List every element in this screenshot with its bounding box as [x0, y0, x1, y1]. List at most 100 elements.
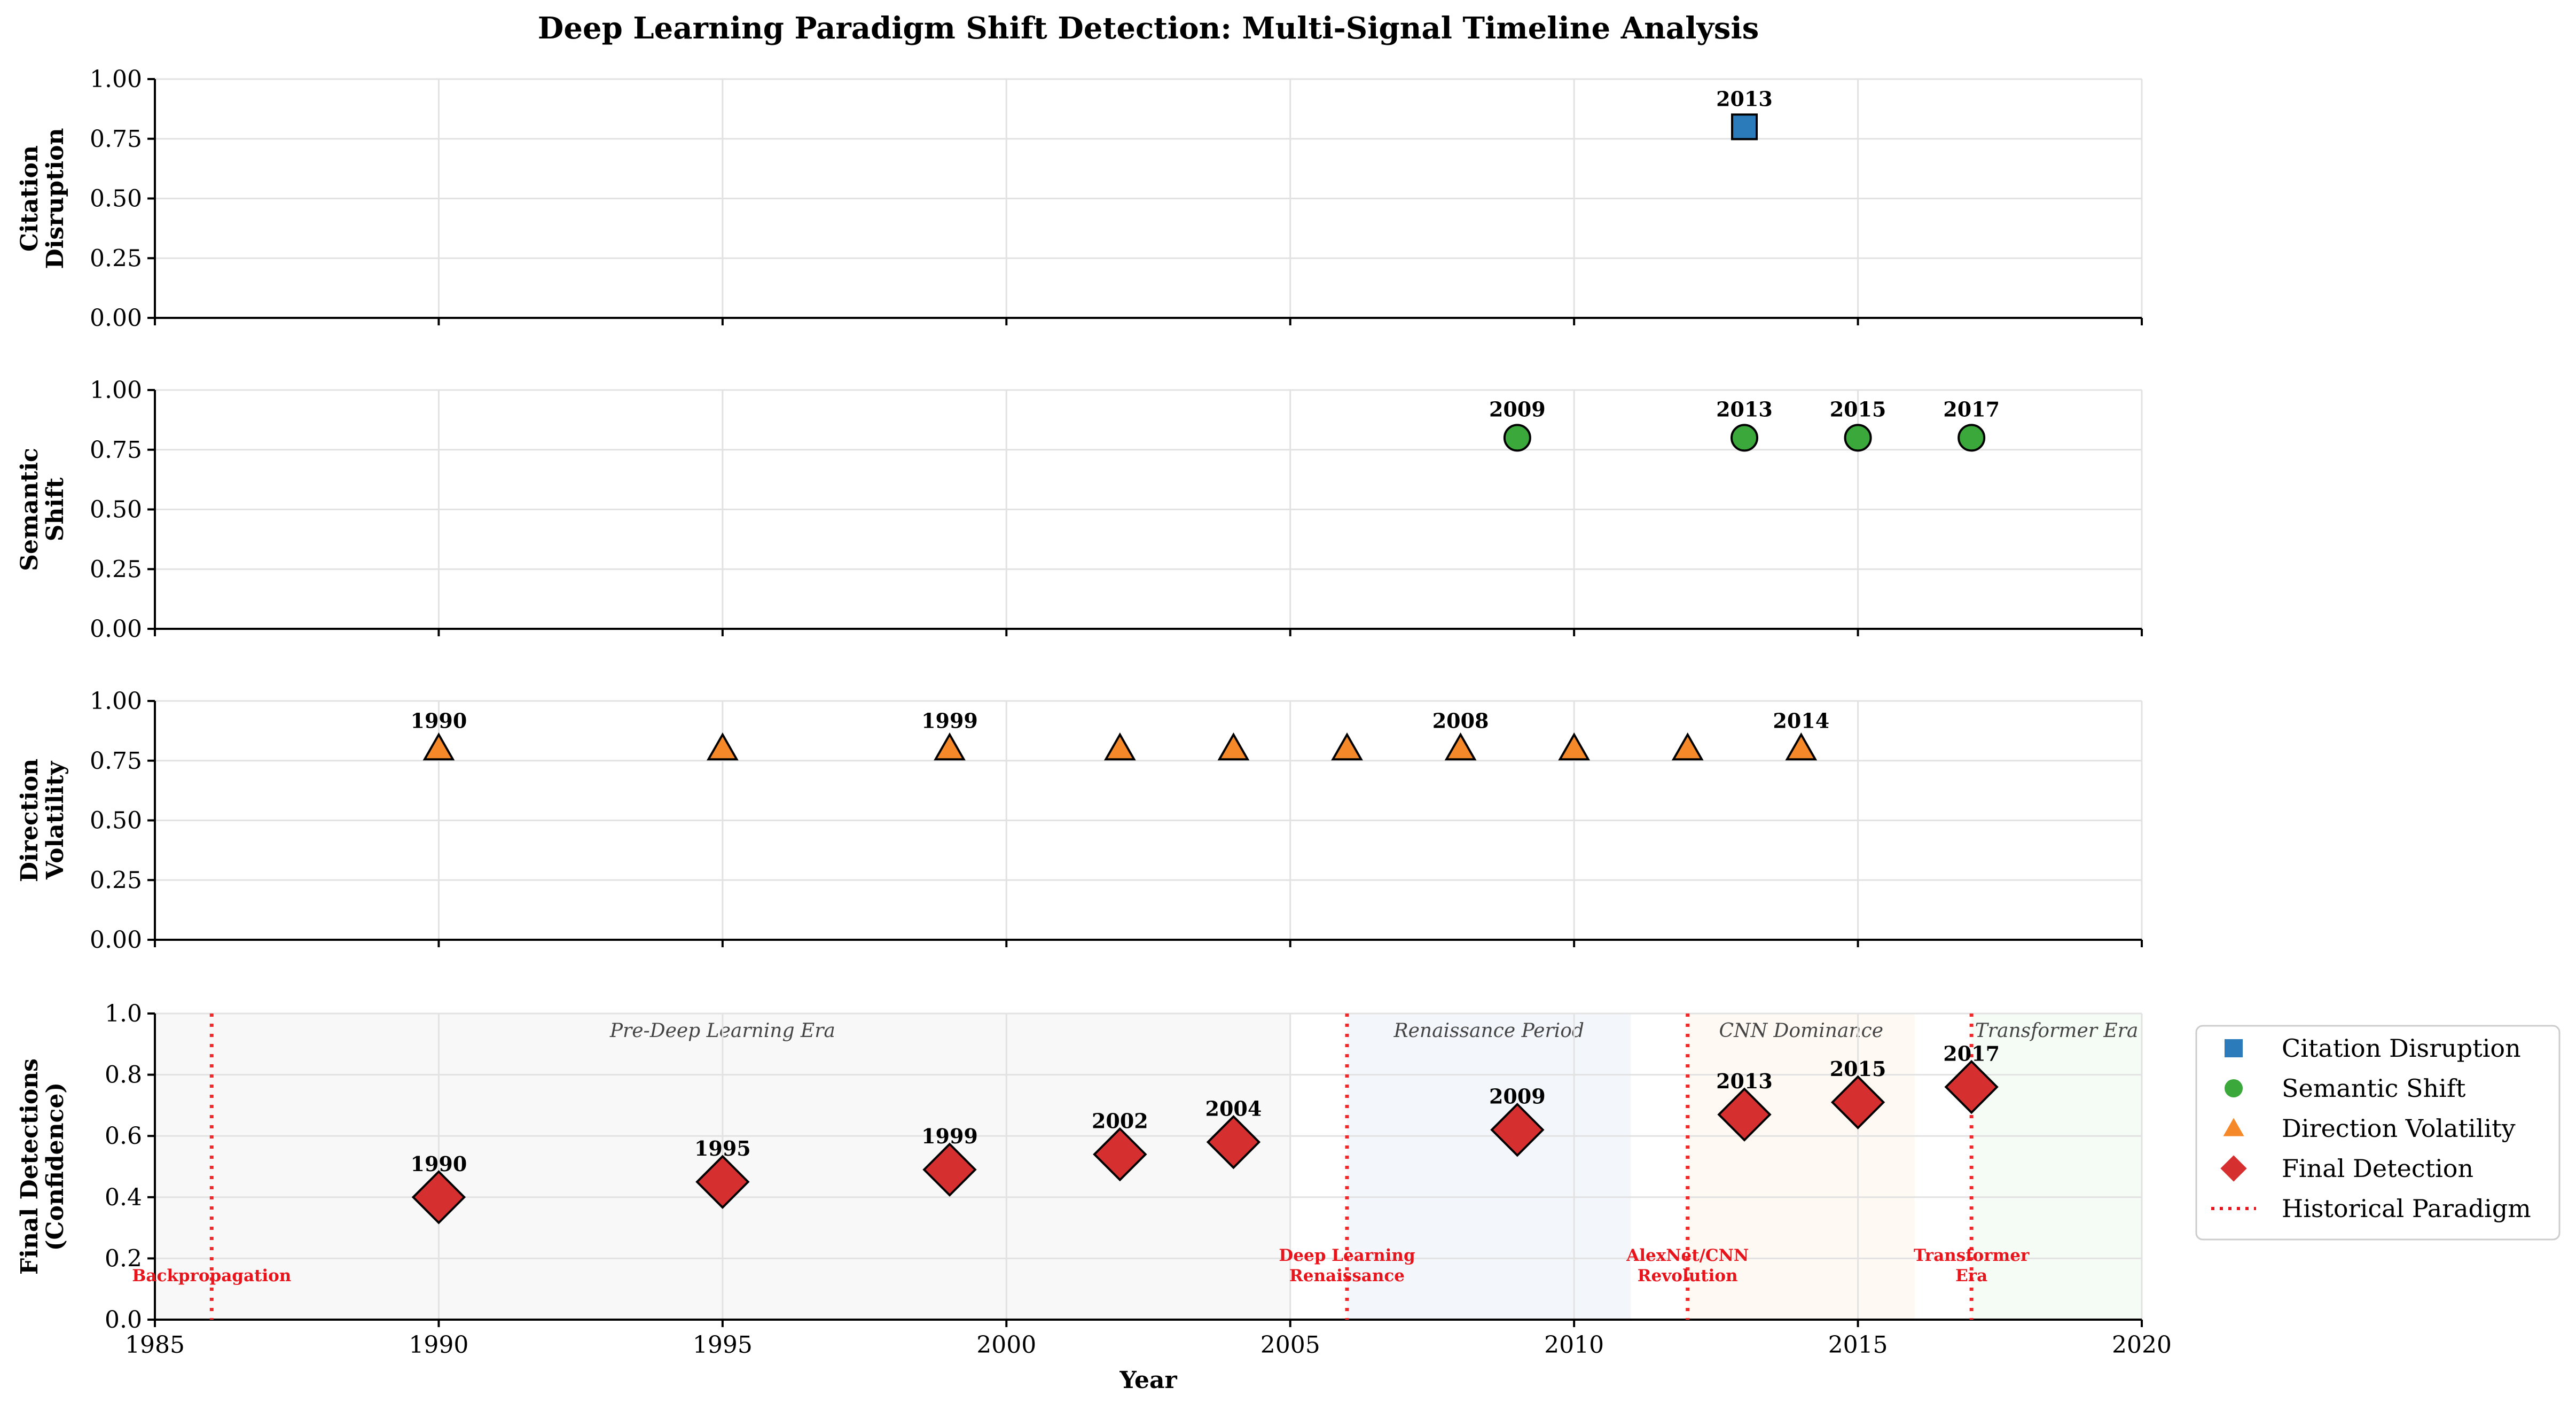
legend-marker-2: [2223, 1118, 2244, 1136]
paradigm-label-3: Transformer Era: [1914, 1246, 2030, 1285]
point-direction-2: [934, 732, 966, 761]
legend-label-0: Citation Disruption: [2282, 1034, 2521, 1063]
point-label-semantic-3: 2017: [1943, 397, 2000, 421]
era-label-1: Renaissance Period: [1393, 1020, 1584, 1042]
paradigm-label-1: Deep Learning Renaissance: [1279, 1246, 1415, 1285]
era-band-3: [1971, 1014, 2142, 1320]
y-tick-label-4: 1.00: [90, 66, 142, 93]
era-label-2: CNN Dominance: [1719, 1020, 1883, 1042]
point-final-1: [695, 1155, 750, 1209]
point-final-2: [922, 1142, 977, 1197]
point-final-8: [1944, 1059, 1999, 1114]
y-tick-label-1: 0.25: [90, 245, 142, 272]
panel-citation: 0.00 0.25 0.50 0.75 1.00 CitationDisruption 20…: [16, 66, 2143, 332]
x-tick-label-4: 2005: [1260, 1331, 1320, 1359]
y-tick-label-4: 0.8: [105, 1062, 142, 1089]
point-direction-9: [1785, 732, 1818, 761]
point-label-direction-2: 1999: [921, 708, 978, 732]
point-final-4: [1206, 1114, 1261, 1170]
point-label-final-4: 2004: [1205, 1097, 1262, 1121]
point-direction-8: [1671, 732, 1704, 761]
paradigm-label-0: Backpropagation: [132, 1266, 291, 1285]
point-final-6: [1717, 1087, 1772, 1142]
y-tick-label-3: 0.75: [90, 747, 142, 775]
y-tick-label-3: 0.75: [90, 436, 142, 464]
point-label-direction-9: 2014: [1773, 708, 1829, 732]
point-citation-0: [1731, 113, 1758, 141]
point-direction-4: [1217, 732, 1250, 761]
point-direction-0: [422, 732, 455, 761]
point-semantic-1: [1731, 424, 1758, 452]
point-direction-3: [1103, 732, 1136, 761]
y-tick-label-2: 0.4: [105, 1184, 142, 1211]
point-label-final-0: 1990: [411, 1152, 467, 1176]
y-tick-label-2: 0.50: [90, 807, 142, 835]
legend-label-1: Semantic Shift: [2282, 1074, 2466, 1103]
point-semantic-2: [1844, 424, 1872, 452]
y-tick-label-3: 0.75: [90, 126, 142, 153]
point-label-final-7: 2015: [1830, 1057, 1886, 1081]
point-direction-7: [1558, 732, 1591, 761]
point-final-0: [411, 1170, 466, 1225]
panel-final: Pre-Deep Learning Era Renaissance Period C…: [16, 1000, 2172, 1394]
y-tick-label-0: 0.00: [90, 615, 142, 643]
point-label-final-2: 1999: [921, 1124, 978, 1148]
legend-box: [2195, 1025, 2561, 1241]
y-axis-label: SemanticShift: [16, 448, 69, 571]
legend-label-4: Historical Paradigm: [2282, 1194, 2531, 1223]
point-final-7: [1830, 1075, 1885, 1129]
point-final-3: [1093, 1127, 1147, 1182]
point-label-final-8: 2017: [1943, 1042, 2000, 1066]
point-label-semantic-0: 2009: [1489, 397, 1546, 421]
point-semantic-0: [1503, 424, 1531, 452]
x-tick-label-0: 1985: [125, 1331, 185, 1359]
point-semantic-3: [1958, 424, 1986, 452]
x-tick-label-2: 1995: [693, 1331, 753, 1359]
point-label-citation-0: 2013: [1716, 87, 1773, 111]
legend-label-2: Direction Volatility: [2282, 1114, 2516, 1143]
legend-marker-1: [2225, 1079, 2243, 1097]
chart-title: Deep Learning Paradigm Shift Detection: …: [538, 11, 1759, 46]
x-tick-label-6: 2015: [1828, 1331, 1888, 1359]
y-tick-label-3: 0.6: [105, 1122, 142, 1150]
point-label-direction-6: 2008: [1432, 708, 1489, 732]
point-direction-1: [706, 732, 739, 761]
y-axis-label: CitationDisruption: [16, 128, 69, 269]
point-label-final-5: 2009: [1489, 1085, 1546, 1109]
y-tick-label-0: 0.0: [105, 1306, 142, 1334]
era-band-1: [1347, 1014, 1631, 1320]
point-label-final-1: 1995: [694, 1136, 751, 1160]
y-tick-label-4: 1.00: [90, 688, 142, 715]
y-tick-label-0: 0.00: [90, 926, 142, 954]
point-final-5: [1490, 1103, 1545, 1157]
point-direction-6: [1444, 732, 1477, 761]
point-label-final-3: 2002: [1092, 1109, 1148, 1133]
legend: Citation Disruption Semantic Shift Directi…: [2195, 1025, 2561, 1241]
x-tick-label-3: 2000: [976, 1331, 1036, 1359]
legend-marker-3: [2220, 1155, 2247, 1182]
point-label-direction-0: 1990: [411, 708, 467, 732]
era-label-3: Transformer Era: [1975, 1020, 2139, 1042]
era-band-2: [1687, 1014, 1915, 1320]
paradigm-label-2: AlexNet/CNN Revolution: [1626, 1246, 1749, 1285]
y-axis-label: Final Detections(Confidence): [16, 1058, 69, 1275]
x-tick-label-5: 2010: [1544, 1331, 1604, 1359]
x-tick-label-1: 1990: [409, 1331, 468, 1359]
panel-direction: 0.00 0.25 0.50 0.75 1.00 DirectionVolatility 1…: [16, 688, 2143, 954]
panels: 0.00 0.25 0.50 0.75 1.00 CitationDisruption 20…: [16, 66, 2172, 1394]
x-tick-label-7: 2020: [2112, 1331, 2172, 1359]
legend-marker-0: [2225, 1039, 2243, 1057]
y-tick-label-0: 0.00: [90, 305, 142, 332]
y-tick-label-1: 0.2: [105, 1245, 142, 1272]
y-tick-label-5: 1.0: [105, 1000, 142, 1027]
point-direction-5: [1331, 732, 1363, 761]
point-label-final-6: 2013: [1716, 1069, 1773, 1093]
y-tick-label-2: 0.50: [90, 185, 142, 213]
y-tick-label-2: 0.50: [90, 496, 142, 524]
y-tick-label-1: 0.25: [90, 867, 142, 894]
point-label-semantic-2: 2015: [1830, 397, 1886, 421]
panel-semantic: 0.00 0.25 0.50 0.75 1.00 SemanticShift 2009 201…: [16, 377, 2143, 643]
y-tick-label-1: 0.25: [90, 556, 142, 583]
point-label-semantic-1: 2013: [1716, 397, 1773, 421]
